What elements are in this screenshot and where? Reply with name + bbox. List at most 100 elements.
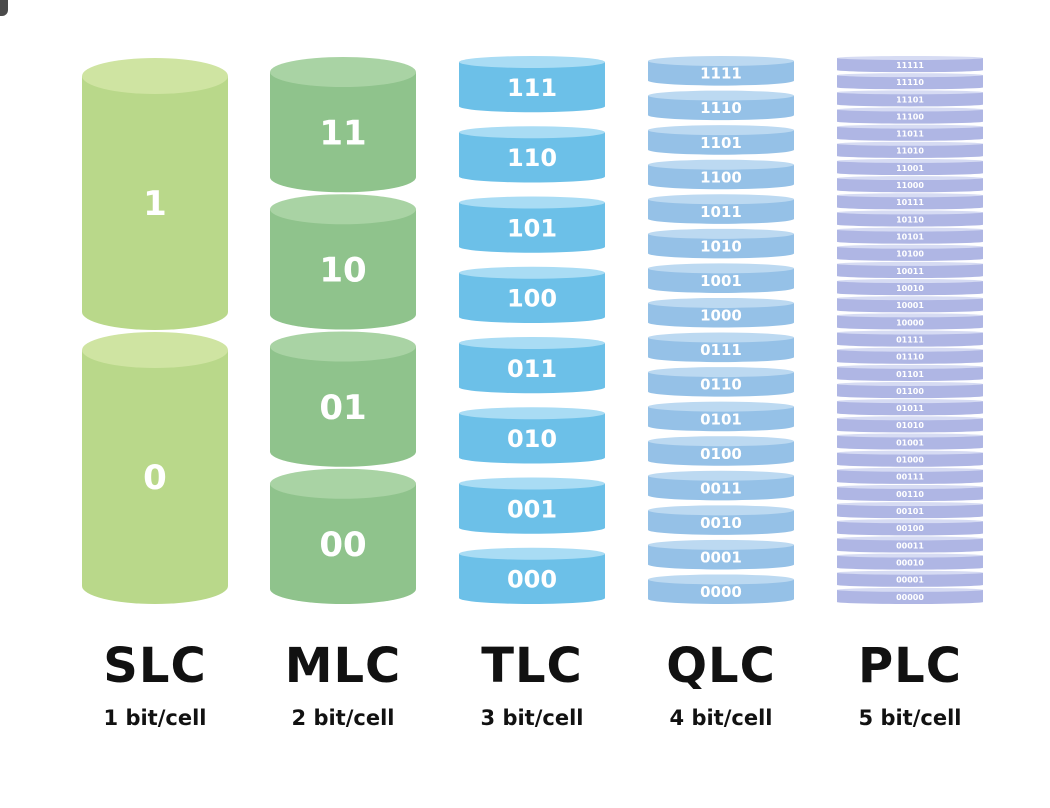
qlc-cell-body <box>648 61 794 86</box>
plc-cell: 00000 <box>837 587 983 604</box>
tlc-cell-body <box>459 62 605 113</box>
plc-cell-body <box>837 58 983 73</box>
plc-cell-body <box>837 349 983 364</box>
mlc-cell: 00 <box>270 468 416 604</box>
tlc-cell-top <box>459 266 605 279</box>
plc-cell-top <box>837 570 983 575</box>
plc-cell: 10001 <box>837 296 983 313</box>
plc-cell-body <box>837 229 983 244</box>
qlc-cell-body <box>648 441 794 466</box>
mlc-cell: 01 <box>270 331 416 467</box>
plc-cell: 10100 <box>837 244 983 261</box>
tlc-cell: 000 <box>459 547 605 604</box>
tlc-cell-body <box>459 202 605 253</box>
qlc-cell-top <box>648 263 794 274</box>
qlc-state-label: 0110 <box>700 376 742 394</box>
plc-state-label: 10000 <box>896 318 924 327</box>
plc-state-label: 10010 <box>896 284 924 293</box>
qlc-cell-top <box>648 436 794 447</box>
plc-state-label: 00011 <box>896 541 924 550</box>
qlc-state-label: 1001 <box>700 272 742 290</box>
plc-cell-body <box>837 555 983 570</box>
qlc-cell-body <box>648 95 794 121</box>
tlc-cell: 110 <box>459 126 605 183</box>
plc-cell: 00100 <box>837 519 983 536</box>
plc-cell-top <box>837 158 983 163</box>
tlc-cell-body <box>459 132 605 183</box>
plc-cell: 11010 <box>837 141 983 158</box>
tlc-cell-top <box>459 477 605 490</box>
plc-state-label: 10110 <box>896 215 924 224</box>
plc-cell-top <box>837 467 983 472</box>
tlc-cell: 001 <box>459 477 605 534</box>
plc-state-label: 01100 <box>896 387 924 396</box>
plc-cell-top <box>837 536 983 541</box>
qlc-cell: 1011 <box>648 194 794 224</box>
qlc-cell-body <box>648 475 794 501</box>
plc-cell: 00111 <box>837 467 983 484</box>
qlc-state-label: 1100 <box>700 168 742 186</box>
plc-cell-body <box>837 160 983 176</box>
qlc-cell-body <box>648 302 794 328</box>
plc-cell-body <box>837 126 983 141</box>
plc-cell-body <box>837 504 983 519</box>
qlc-cell: 1110 <box>648 90 794 121</box>
mlc-state-label: 01 <box>319 388 366 428</box>
slc-cell-body <box>82 350 228 604</box>
qlc-cell-top <box>648 194 794 205</box>
plc-cell-body <box>837 109 983 124</box>
plc-state-label: 01111 <box>896 335 924 344</box>
mlc-state-label: 10 <box>319 251 366 291</box>
qlc-state-label: 1011 <box>700 203 742 221</box>
plc-cell-body <box>837 92 983 107</box>
qlc-cell-body <box>648 337 794 363</box>
tlc-cell-top <box>459 407 605 420</box>
tlc-state-label: 000 <box>507 566 557 594</box>
mlc-cell-top <box>270 331 416 362</box>
qlc-stack: 1111 1110 1101 1100 1011 1010 1001 1000 0111 0110… <box>648 56 794 604</box>
qlc-cell: 1100 <box>648 159 794 190</box>
plc-cell-top <box>837 193 983 198</box>
tlc-state-label: 101 <box>507 214 557 242</box>
plc-cell-body <box>837 469 983 484</box>
plc-cell-top <box>837 519 983 524</box>
qlc-cell: 0011 <box>648 470 794 501</box>
qlc-cell: 0101 <box>648 401 794 432</box>
qlc-cell: 1111 <box>648 56 794 86</box>
plc-state-label: 01011 <box>896 404 924 413</box>
qlc-cell-body <box>648 199 794 224</box>
plc-cell-top <box>837 296 983 301</box>
tlc-cell-body <box>459 343 605 394</box>
plc-state-label: 00010 <box>896 558 924 567</box>
tlc-title: TLC <box>481 638 583 694</box>
qlc-cell-top <box>648 159 794 170</box>
qlc-state-label: 1010 <box>700 237 742 255</box>
plc-cell: 11001 <box>837 158 983 176</box>
plc-state-label: 11010 <box>896 147 924 156</box>
tlc-cell-body <box>459 483 605 534</box>
plc-cell-top <box>837 364 983 369</box>
plc-bits-label: 5 bit/cell <box>858 706 962 730</box>
tlc-cell: 111 <box>459 56 605 113</box>
tlc-cell: 010 <box>459 407 605 464</box>
plc-cell-top <box>837 107 983 112</box>
qlc-cell-body <box>648 406 794 432</box>
plc-cell: 01000 <box>837 450 983 467</box>
plc-cell-top <box>837 330 983 335</box>
plc-cell-body <box>837 195 983 210</box>
plc-cell-body <box>837 366 983 381</box>
plc-cell-top <box>837 176 983 181</box>
slc-cell-top <box>82 332 228 368</box>
plc-cell-body <box>837 75 983 90</box>
mlc-bits-label: 2 bit/cell <box>291 706 395 730</box>
plc-cell-top <box>837 227 983 232</box>
slc-stack: 10 <box>82 58 228 604</box>
qlc-bits-label: 4 bit/cell <box>669 706 773 730</box>
plc-cell-body <box>837 143 983 158</box>
plc-cell-top <box>837 347 983 352</box>
mlc-cell-body <box>270 209 416 330</box>
plc-cell-body <box>837 263 983 279</box>
plc-cell: 10010 <box>837 279 983 296</box>
plc-state-label: 11000 <box>896 181 924 190</box>
